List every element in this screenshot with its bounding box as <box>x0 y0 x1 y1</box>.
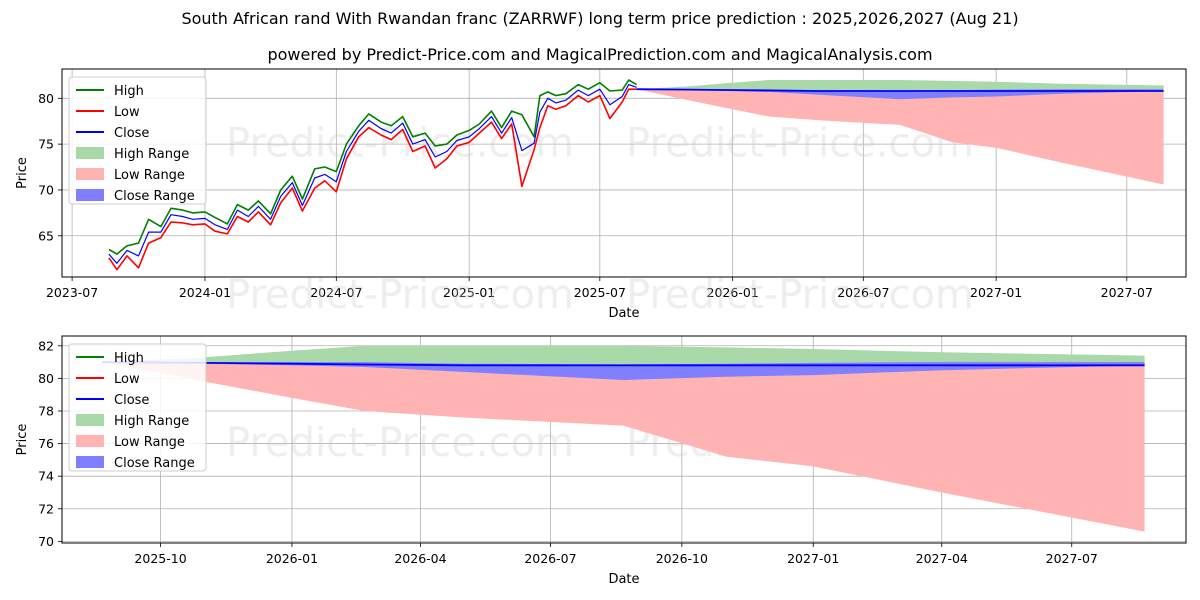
legend-label: High Range <box>114 414 189 429</box>
x-tick-label: 2025-07 <box>574 285 626 300</box>
legend-label: Close <box>114 126 149 141</box>
panel-2: 2025-10 2026-01 2026-04 2026-07 2026-10 2027-… <box>15 335 1187 587</box>
legend-label: Close <box>114 393 149 408</box>
y-tick-label: 72 <box>38 501 54 516</box>
legend-swatch <box>76 147 104 159</box>
watermark: Predict-Price.com <box>226 272 574 318</box>
close-forecast-line <box>101 361 1145 367</box>
x-tick-label: 2024-07 <box>310 285 362 300</box>
legend-label: Low Range <box>114 168 185 183</box>
x-tick-label: 2025-01 <box>443 285 495 300</box>
x-tick-label: 2026-01 <box>266 551 318 566</box>
chart-subtitle: powered by Predict-Price.com and Magical… <box>267 45 933 64</box>
legend: High Low Close High Range Low Range Close Ran… <box>68 343 207 472</box>
y-tick-label: 82 <box>38 338 54 353</box>
y-tick-label: 80 <box>38 371 54 386</box>
plot-frame <box>61 335 1187 544</box>
plot-area <box>101 345 1145 532</box>
x-tick-label: 2027-07 <box>1046 551 1098 566</box>
y-tick-label: 78 <box>38 403 54 418</box>
legend-swatch <box>76 435 104 447</box>
x-tick-label: 2024-01 <box>179 285 231 300</box>
legend-swatch <box>76 456 104 468</box>
y-axis-label: Price <box>15 424 30 456</box>
x-tick-label: 2026-07 <box>524 551 576 566</box>
legend-label: Close Range <box>114 189 195 204</box>
legend-label: High <box>114 351 144 366</box>
x-axis-label: Date <box>608 572 639 587</box>
watermark: Predict-Price.com <box>226 420 574 466</box>
plot-frame <box>61 68 1187 278</box>
watermark: Predict-Price.com <box>626 272 974 318</box>
legend-label: Low Range <box>114 435 185 450</box>
y-tick-label: 70 <box>38 182 54 197</box>
x-tick-label: 2027-01 <box>970 285 1022 300</box>
x-tick-label: 2026-04 <box>394 551 446 566</box>
y-tick-label: 74 <box>38 469 54 484</box>
close-series-line <box>108 84 637 264</box>
low-range-area <box>102 362 1145 532</box>
x-tick-label: 2026-07 <box>837 285 889 300</box>
high-series-line <box>108 79 638 255</box>
legend-label: Low <box>114 372 140 387</box>
y-tick-label: 75 <box>38 137 54 152</box>
legend: High Low Close High Range Low Range Close Ran… <box>68 76 207 205</box>
x-tick-label: 2027-01 <box>787 551 839 566</box>
chart-title: South African rand With Rwandan franc (Z… <box>181 9 1019 28</box>
plot-area <box>108 79 1164 271</box>
legend-swatch <box>76 168 104 180</box>
legend-label: High <box>114 84 144 99</box>
y-axis-label: Price <box>15 157 30 189</box>
y-tick-label: 70 <box>38 534 54 549</box>
y-tick-label: 65 <box>38 228 54 243</box>
panel-1: 2023-07 2024-01 2024-07 2025-01 2025-07 2026-… <box>15 68 1187 321</box>
legend-label: Close Range <box>114 456 195 471</box>
high-range-area <box>102 345 1145 366</box>
x-axis-label: Date <box>608 306 639 321</box>
watermark: Predict-Price.com <box>226 120 574 166</box>
x-tick-label: 2025-10 <box>134 551 186 566</box>
x-tick-label: 2026-01 <box>707 285 759 300</box>
close-forecast-line <box>636 88 1164 92</box>
x-tick-label: 2023-07 <box>46 285 98 300</box>
y-tick-label: 80 <box>38 91 54 106</box>
y-tick-label: 76 <box>38 436 54 451</box>
x-tick-label: 2027-07 <box>1101 285 1153 300</box>
legend-swatch <box>76 414 104 426</box>
legend-swatch <box>76 189 104 201</box>
legend-label: High Range <box>114 147 189 162</box>
x-tick-label: 2027-04 <box>916 551 968 566</box>
low-series-line <box>108 88 637 271</box>
legend-label: Low <box>114 105 140 120</box>
high-range-area <box>636 80 1164 91</box>
close-range-area <box>102 362 1145 380</box>
x-tick-label: 2026-10 <box>656 551 708 566</box>
low-range-area <box>636 89 1164 185</box>
